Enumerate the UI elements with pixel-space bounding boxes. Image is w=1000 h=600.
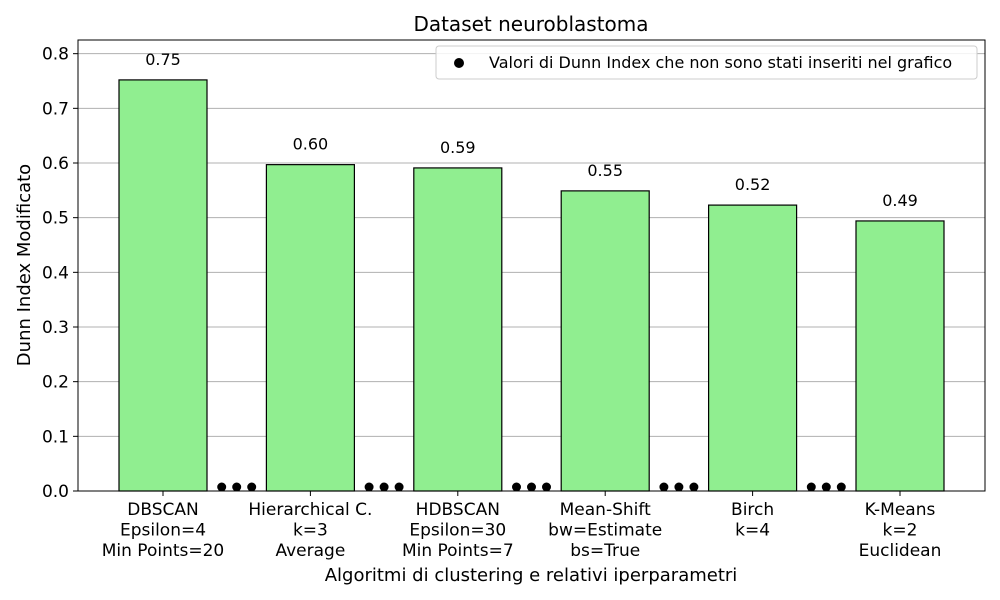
bar [560,190,650,492]
x-tick-label-line: k=3 [293,521,328,541]
omitted-value-dot [806,482,816,492]
bar-value-label: 0.52 [735,175,771,194]
y-tick-label: 0.4 [42,263,69,283]
y-tick-label: 0.7 [42,99,69,119]
y-tick-label: 0.1 [42,427,69,447]
omitted-value-dot [659,482,669,492]
omitted-value-dot [232,482,242,492]
x-tick-label-line: k=4 [735,521,770,541]
x-tick-label-line: Average [275,541,345,561]
x-tick-label-line: bw=Estimate [548,521,662,541]
x-tick-label-line: HDBSCAN [416,500,500,520]
bar-value-label: 0.49 [882,191,918,210]
omitted-value-dot [542,482,551,492]
x-tick-label: K-Means k=2 Euclidean [859,500,942,561]
x-tick-label: Hierarchical C. k=3 Average [248,500,372,561]
omitted-value-dot [674,482,684,492]
x-tick-label-line: k=2 [883,521,918,541]
bar [265,164,355,492]
legend-box [435,45,978,80]
y-tick-label: 0.5 [42,209,69,229]
plot-frame [77,39,986,492]
x-tick-label-line: Euclidean [859,541,942,561]
y-tick-label: 0.3 [42,318,69,338]
omitted-value-dot [527,482,536,492]
x-tick-label-line: Min Points=7 [402,541,514,561]
x-tick-label-line: DBSCAN [127,500,198,520]
x-tick-label-line: Min Points=20 [102,541,225,561]
bar-value-label: 0.60 [293,135,329,154]
x-tick-label-line: Hierarchical C. [248,500,372,520]
x-tick-label-line: bs=True [570,541,640,561]
legend-marker [454,58,464,68]
omitted-value-dot [821,482,831,492]
bar [118,79,208,492]
legend: Valori di Dunn Index che non sono stati … [435,45,978,80]
bars: 0.75 0.60 0.59 0.55 0.52 0.49 [118,50,945,492]
omitted-value-dot [217,482,227,492]
x-tick-label-line: Birch [731,500,774,520]
omitted-value-dot [379,482,389,492]
omitted-value-dot [247,482,257,492]
omitted-value-markers [217,482,846,492]
bar [707,204,798,492]
bar-value-label: 0.75 [145,50,181,69]
omitted-value-dot [836,482,846,492]
x-tick-label-line: Epsilon=4 [120,521,206,541]
y-tick-label: 0.2 [42,373,69,393]
x-tick-label-line: Epsilon=30 [409,521,506,541]
y-axis-ticks: 0.0 0.1 0.2 0.3 0.4 0.5 0.6 0.7 0.8 [42,45,78,502]
omitted-value-dot [512,482,521,492]
y-tick-label: 0.0 [42,482,69,502]
bar-value-label: 0.59 [440,138,476,157]
y-tick-label: 0.8 [42,45,69,65]
omitted-value-dot [394,482,404,492]
x-tick-label-line: K-Means [865,500,936,520]
omitted-value-dot [689,482,699,492]
bar [413,167,503,492]
y-tick-label: 0.6 [42,154,69,174]
x-tick-label: Birch k=4 [731,500,774,541]
bar-value-label: 0.55 [587,161,623,180]
x-tick-label: HDBSCAN Epsilon=30 Min Points=7 [402,500,514,561]
x-tick-label: DBSCAN Epsilon=4 Min Points=20 [102,500,225,561]
x-axis-title: Algoritmi di clustering e relativi iperp… [325,565,738,586]
y-axis-title: Dunn Index Modificato [14,164,35,366]
x-axis-category-labels: DBSCAN Epsilon=4 Min Points=20 Hierarchical… [102,491,942,561]
legend-label: Valori di Dunn Index che non sono stati … [489,53,952,72]
x-tick-label: Mean-Shift bw=Estimate bs=True [548,500,662,561]
x-tick-label-line: Mean-Shift [560,500,651,520]
chart-title: Dataset neuroblastoma [413,12,648,36]
gridlines [78,53,985,492]
bar [855,220,945,492]
omitted-value-dot [364,482,374,492]
